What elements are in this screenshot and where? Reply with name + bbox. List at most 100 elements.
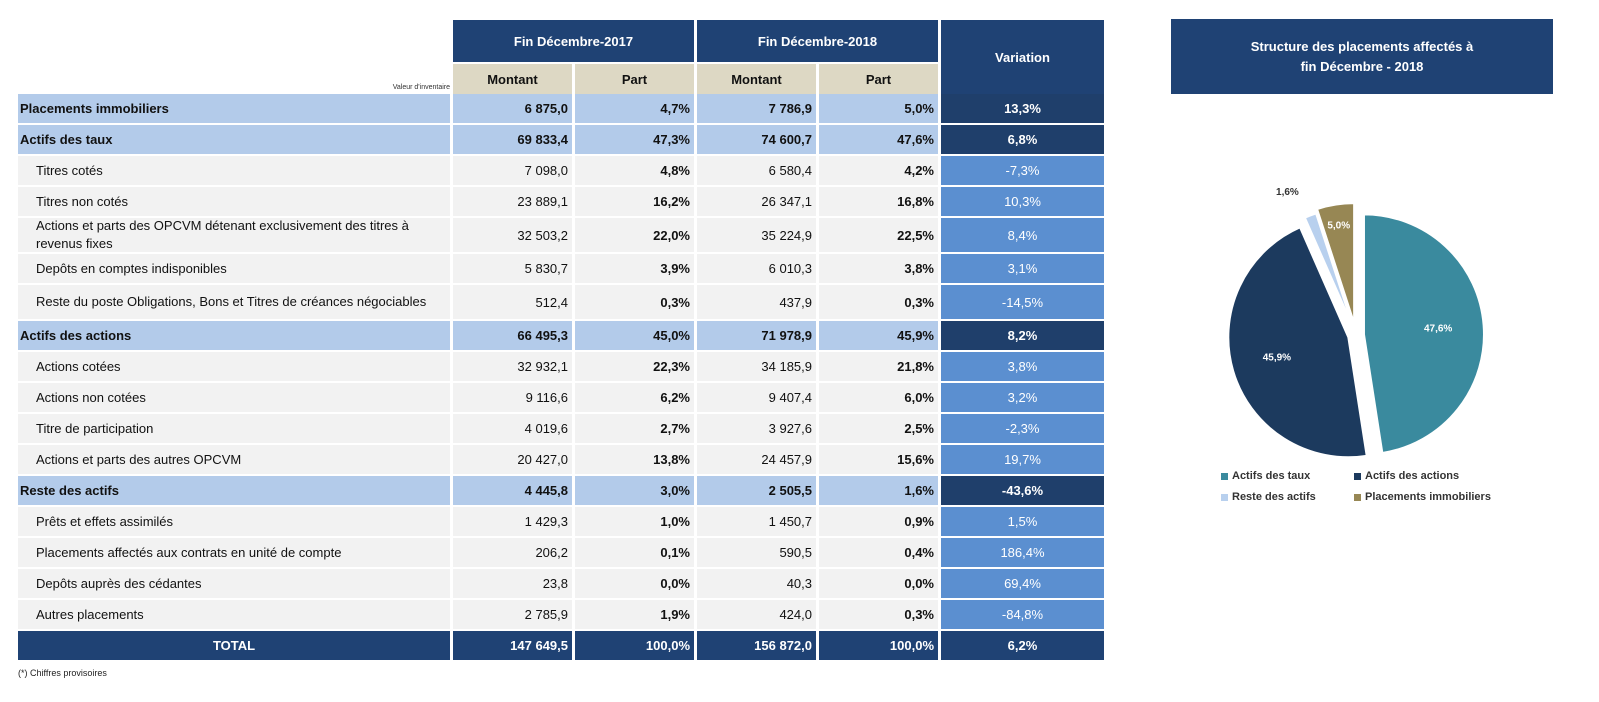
part-2018: 22,5%	[816, 218, 938, 252]
variation-value: 69,4%	[938, 569, 1104, 598]
montant-2017: 7 098,0	[450, 156, 572, 185]
table-row: Prêts et effets assimilés 1 429,3 1,0% 1 45…	[18, 507, 1134, 538]
part-2017: 22,0%	[572, 218, 694, 252]
legend-item: Placements immobiliers	[1354, 491, 1491, 503]
montant-2017: 206,2	[450, 538, 572, 567]
variation-value: 8,4%	[938, 218, 1104, 252]
montant-2018: 74 600,7	[694, 125, 816, 154]
legend-item: Actifs des actions	[1354, 470, 1459, 482]
part-2018: 3,8%	[816, 254, 938, 283]
variation-value: 6,8%	[938, 125, 1104, 154]
row-label: Placements affectés aux contrats en unit…	[18, 538, 450, 567]
row-label: Depôts auprès des cédantes	[18, 569, 450, 598]
montant-2017: 1 429,3	[450, 507, 572, 536]
montant-2017: 20 427,0	[450, 445, 572, 474]
table-row: Actions et parts des OPCVM détenant excl…	[18, 218, 1134, 254]
part-2017: 0,1%	[572, 538, 694, 567]
table-row: Actions et parts des autres OPCVM 20 427,…	[18, 445, 1134, 476]
table-row: Actions non cotées 9 116,6 6,2% 9 407,4 6,0%…	[18, 383, 1134, 414]
variation-value: 6,2%	[938, 631, 1104, 660]
row-label: Actions et parts des autres OPCVM	[18, 445, 450, 474]
montant-2017: 4 445,8	[450, 476, 572, 505]
pie-label-3: 5,0%	[1327, 221, 1350, 232]
legend-label: Reste des actifs	[1232, 491, 1316, 503]
row-label: Prêts et effets assimilés	[18, 507, 450, 536]
valuation-note: Valeur d'inventaire	[392, 84, 450, 91]
table-row: TOTAL 147 649,5 100,0% 156 872,0 100,0% 6,2%	[18, 631, 1134, 662]
part-2017: 0,0%	[572, 569, 694, 598]
variation-value: 3,2%	[938, 383, 1104, 412]
montant-2018: 7 786,9	[694, 94, 816, 123]
variation-value: -14,5%	[938, 285, 1104, 319]
part-2018: 16,8%	[816, 187, 938, 216]
part-2017: 4,8%	[572, 156, 694, 185]
pie-title-line2: fin Décembre - 2018	[1300, 58, 1424, 74]
header-variation: Variation	[938, 20, 1104, 94]
part-2018: 4,2%	[816, 156, 938, 185]
pie-label-1: 45,9%	[1263, 353, 1291, 364]
pie-label-2: 1,6%	[1276, 187, 1299, 198]
row-label: Autres placements	[18, 600, 450, 629]
part-2017: 100,0%	[572, 631, 694, 660]
part-2018: 0,4%	[816, 538, 938, 567]
row-label: Actifs des actions	[18, 321, 450, 350]
part-2017: 0,3%	[572, 285, 694, 319]
montant-2018: 40,3	[694, 569, 816, 598]
pie-slice-1	[1227, 226, 1368, 459]
row-label: Placements immobiliers	[18, 94, 450, 123]
part-2018: 0,0%	[816, 569, 938, 598]
row-label: Titres cotés	[18, 156, 450, 185]
row-label: Titre de participation	[18, 414, 450, 443]
montant-2018: 71 978,9	[694, 321, 816, 350]
pie-title-line1: Structure des placements affectés à	[1250, 38, 1474, 54]
variation-value: -43,6%	[938, 476, 1104, 505]
row-label: Reste du poste Obligations, Bons et Titr…	[18, 285, 450, 319]
variation-value: 19,7%	[938, 445, 1104, 474]
row-label: Titres non cotés	[18, 187, 450, 216]
pie-chart-title: Structure des placements affectés à fin …	[1171, 19, 1553, 94]
montant-2017: 66 495,3	[450, 321, 572, 350]
legend-swatch	[1221, 493, 1228, 501]
header-year-2017: Fin Décembre-2017	[450, 20, 694, 62]
montant-2018: 3 927,6	[694, 414, 816, 443]
variation-value: -7,3%	[938, 156, 1104, 185]
legend-label: Placements immobiliers	[1365, 491, 1491, 503]
part-2017: 2,7%	[572, 414, 694, 443]
montant-2018: 2 505,5	[694, 476, 816, 505]
table-row: Reste des actifs 4 445,8 3,0% 2 505,5 1,6% -4…	[18, 476, 1134, 507]
legend-label: Actifs des actions	[1365, 470, 1460, 482]
variation-value: 13,3%	[938, 94, 1104, 123]
row-label: TOTAL	[18, 631, 450, 660]
part-2017: 13,8%	[572, 445, 694, 474]
montant-2018: 34 185,9	[694, 352, 816, 381]
part-2017: 1,9%	[572, 600, 694, 629]
header-2018: Fin Décembre-2018 Montant Part	[694, 20, 938, 94]
table-row: Actions cotées 32 932,1 22,3% 34 185,9 21,8%…	[18, 352, 1134, 383]
part-2017: 45,0%	[572, 321, 694, 350]
table-row: Titre de participation 4 019,6 2,7% 3 927,6…	[18, 414, 1134, 445]
pie-chart: 47,6% 45,9% 1,6% 5,0%	[1227, 187, 1485, 459]
header-2017: Fin Décembre-2017 Montant Part	[450, 20, 694, 94]
montant-2018: 6 580,4	[694, 156, 816, 185]
legend-swatch	[1354, 493, 1361, 501]
part-2018: 2,5%	[816, 414, 938, 443]
part-2018: 5,0%	[816, 94, 938, 123]
part-2018: 1,6%	[816, 476, 938, 505]
legend-item: Actifs des taux	[1221, 470, 1310, 482]
part-2018: 6,0%	[816, 383, 938, 412]
pie-label-0: 47,6%	[1424, 323, 1452, 334]
part-2018: 21,8%	[816, 352, 938, 381]
legend-item: Reste des actifs	[1221, 491, 1316, 503]
header-montant-2017: Montant	[450, 62, 572, 94]
montant-2017: 2 785,9	[450, 600, 572, 629]
header-part-2018: Part	[816, 62, 938, 94]
part-2017: 6,2%	[572, 383, 694, 412]
part-2017: 3,9%	[572, 254, 694, 283]
row-label: Actions cotées	[18, 352, 450, 381]
montant-2017: 23,8	[450, 569, 572, 598]
table-row: Titres non cotés 23 889,1 16,2% 26 347,1 16,…	[18, 187, 1134, 218]
footnote: (*) Chiffres provisoires	[18, 668, 107, 678]
part-2018: 100,0%	[816, 631, 938, 660]
part-2018: 45,9%	[816, 321, 938, 350]
table-row: Reste du poste Obligations, Bons et Titr…	[18, 285, 1134, 321]
